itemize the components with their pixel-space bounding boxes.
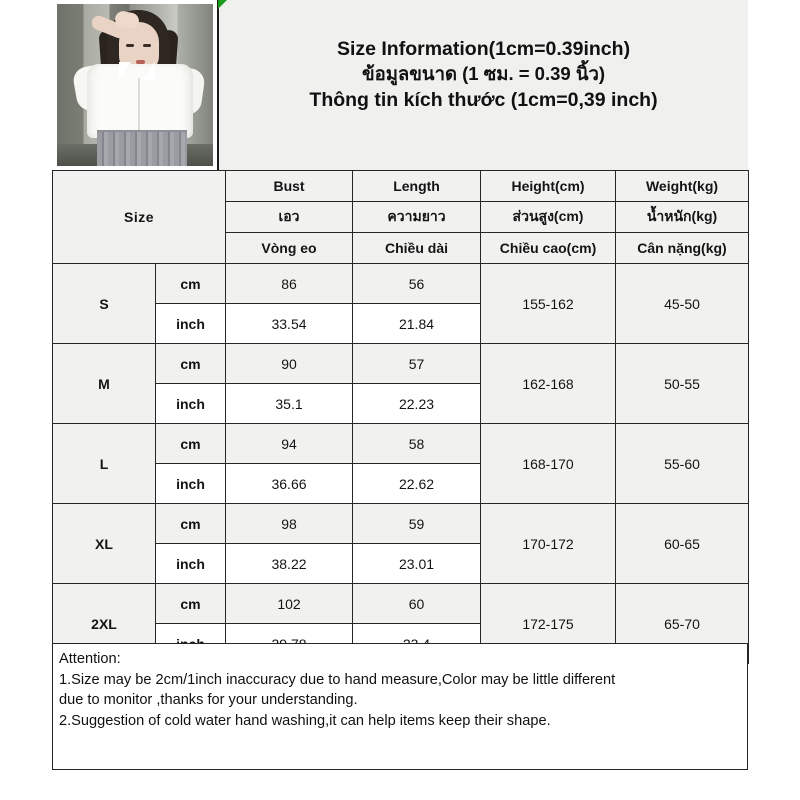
length-cm-s: 56 [352,263,482,304]
unit-cm: cm [154,583,227,624]
bust-cm-s: 86 [225,263,354,304]
unit-cm: cm [154,343,227,384]
length-cm-m: 57 [352,343,482,384]
header-height-en: Height(cm) [480,170,617,202]
attention-line-1: 1.Size may be 2cm/1inch inaccuracy due t… [59,671,616,688]
header-height-th: ส่วนสูง(cm) [480,201,617,233]
unit-inch: inch [154,383,227,424]
length-inch-xl: 23.01 [352,543,482,584]
title-english: Size Information(1cm=0.39inch) [336,38,631,60]
length-cm-xl: 59 [352,503,482,544]
bust-inch-m: 35.1 [225,383,354,424]
header-length-vi: Chiều dài [352,232,482,264]
bust-cm-l: 94 [225,423,354,464]
shirt-placket [138,78,140,136]
header-weight-en: Weight(kg) [615,170,750,202]
unit-inch: inch [154,303,227,344]
shirt-collar-right [143,62,155,80]
weight-xl: 60-65 [615,503,750,584]
unit-cm: cm [154,423,227,464]
attention-line-2: due to monitor ,thanks for your understa… [59,692,358,709]
table-row: inch 38.22 23.01 [53,543,749,584]
table-row: L cm 94 58 168-170 55-60 [52,423,750,504]
height-m: 162-168 [480,343,617,424]
white-shirt [87,64,193,138]
size-label-xl: XL [52,503,156,584]
bust-inch-s: 33.54 [225,303,354,344]
header-row-thai: เอว ความยาว ส่วนสูง(cm) น้ำหนัก(kg) [53,201,750,233]
title-thai: ข้อมูลขนาด (1 ซม. = 0.39 นิ้ว) [361,63,606,85]
unit-cm: cm [154,263,227,304]
table-row: 2XL cm 102 60 172-175 65-70 [52,583,750,664]
header-length-th: ความยาว [352,201,482,233]
size-table: Size Bust Length Height(cm) Weight(kg) เ… [51,170,750,664]
weight-m: 50-55 [615,343,750,424]
product-photo-cell [52,0,219,170]
grey-pleated-skirt [97,132,187,166]
table-row: XL cm 98 59 170-172 60-65 [52,503,750,584]
header-bust-en: Bust [225,170,354,202]
header-bust-th: เอว [225,201,354,233]
bust-cm-xl: 98 [225,503,354,544]
size-label-m: M [52,343,156,424]
height-xl: 170-172 [480,503,617,584]
header-weight-vi: Cân nặng(kg) [615,232,750,264]
attention-line-3: 2.Suggestion of cold water hand washing,… [59,713,551,730]
length-inch-m: 22.23 [352,383,482,424]
bust-inch-l: 36.66 [225,463,354,504]
size-label-s: S [52,263,156,344]
header-length-en: Length [352,170,482,202]
length-cm-l: 58 [352,423,482,464]
bust-cm-2xl: 102 [225,583,354,624]
length-inch-s: 21.84 [352,303,482,344]
model-eye-right [143,44,151,47]
title-vietnamese: Thông tin kích thước (1cm=0,39 inch) [309,88,658,111]
table-row: S cm 86 56 155-162 45-50 [52,263,750,344]
title-block: Size Information(1cm=0.39inch) ข้อมูลขนา… [219,0,748,170]
size-label-l: L [52,423,156,504]
header-row-english: Size Bust Length Height(cm) Weight(kg) [51,170,750,264]
product-photo [57,4,213,166]
unit-cm: cm [154,503,227,544]
green-corner-marker-icon [218,0,227,9]
unit-inch: inch [154,463,227,504]
attention-block: Attention: 1.Size may be 2cm/1inch inacc… [52,643,748,770]
length-inch-l: 22.62 [352,463,482,504]
attention-heading: Attention: [59,651,121,667]
height-l: 168-170 [480,423,617,504]
table-row: inch 33.54 21.84 [53,303,749,344]
weight-l: 55-60 [615,423,750,504]
shirt-collar-left [119,62,131,80]
bust-inch-xl: 38.22 [225,543,354,584]
banner: Size Information(1cm=0.39inch) ข้อมูลขนา… [52,0,748,170]
unit-inch: inch [154,543,227,584]
header-bust-vi: Vòng eo [225,232,354,264]
size-header-cell: Size [51,170,227,264]
length-cm-2xl: 60 [352,583,482,624]
header-height-vi: Chiều cao(cm) [480,232,617,264]
weight-s: 45-50 [615,263,750,344]
model-lips [136,60,145,64]
model-eye-left [126,44,134,47]
table-row: inch 36.66 22.62 [53,463,749,504]
header-weight-th: น้ำหนัก(kg) [615,201,750,233]
table-row: M cm 90 57 162-168 50-55 [52,343,750,424]
bust-cm-m: 90 [225,343,354,384]
height-s: 155-162 [480,263,617,344]
